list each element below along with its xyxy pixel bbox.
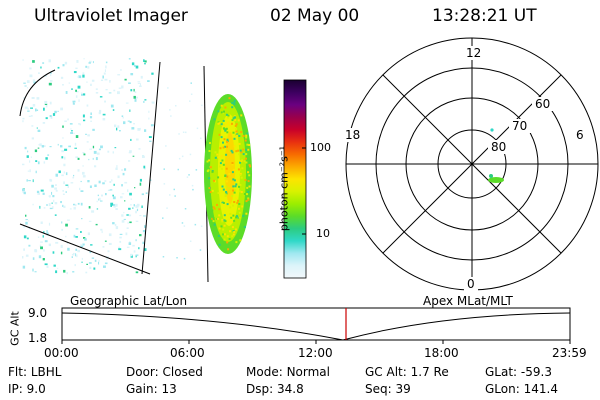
info-glat: GLat: -59.3 bbox=[485, 365, 552, 379]
instrument-title: Ultraviolet Imager bbox=[34, 6, 188, 26]
polar-mlt-plot bbox=[345, 37, 599, 291]
info-flt: Flt: LBHL bbox=[8, 365, 62, 379]
meridian-line bbox=[141, 61, 161, 275]
terminator-line bbox=[19, 223, 151, 275]
info-dsp: Dsp: 34.8 bbox=[246, 382, 304, 396]
colorbar bbox=[283, 79, 307, 279]
info-door: Door: Closed bbox=[126, 365, 203, 379]
colorbar-tick-label-100: 100 bbox=[310, 141, 331, 154]
info-glon: GLon: 141.4 bbox=[485, 382, 558, 396]
altitude-curve bbox=[61, 312, 571, 341]
mlt-label-12: 12 bbox=[466, 46, 482, 60]
lat-label-60: 60 bbox=[535, 97, 551, 111]
geographic-image-panel bbox=[19, 58, 252, 283]
timeline-y-label-top: 9.0 bbox=[28, 306, 48, 320]
geo-speckle-layer bbox=[22, 58, 203, 275]
timeline-right-title: Apex MLat/MLT bbox=[423, 294, 513, 308]
info-gain: Gain: 13 bbox=[126, 382, 177, 396]
timeline-x-label-0000: 00:00 bbox=[44, 346, 79, 360]
time-label: 13:28:21 UT bbox=[432, 6, 537, 26]
info-mode: Mode: Normal bbox=[246, 365, 330, 379]
date-label: 02 May 00 bbox=[270, 6, 360, 26]
lat-label-80: 80 bbox=[491, 140, 507, 154]
timeline-altitude-plot bbox=[61, 307, 571, 344]
mlt-label-18: 18 bbox=[345, 128, 361, 142]
lat-label-70: 70 bbox=[512, 119, 528, 133]
earth-limb bbox=[19, 69, 56, 117]
colorbar-tick-label-10: 10 bbox=[316, 227, 330, 240]
timeline-y-label-bottom: 1.8 bbox=[28, 331, 48, 345]
auroral-oval bbox=[204, 94, 252, 254]
timeline-left-title: Geographic Lat/Lon bbox=[70, 294, 188, 308]
mlt-label-0: 0 bbox=[467, 277, 475, 291]
info-gc-alt: GC Alt: 1.7 Re bbox=[365, 365, 449, 379]
mlt-label-6: 6 bbox=[576, 128, 584, 142]
colorbar-gradient bbox=[283, 79, 307, 279]
polar-aurora-spots bbox=[488, 128, 504, 183]
info-ip: IP: 9.0 bbox=[8, 382, 46, 396]
timeline-x-label-2359: 23:59 bbox=[552, 346, 587, 360]
timeline-x-label-0600: 06:00 bbox=[170, 346, 205, 360]
timeline-x-label-1800: 18:00 bbox=[424, 346, 459, 360]
timeline-x-label-1200: 12:00 bbox=[298, 346, 333, 360]
info-seq: Seq: 39 bbox=[365, 382, 411, 396]
polar-diagonal-2 bbox=[382, 74, 562, 254]
